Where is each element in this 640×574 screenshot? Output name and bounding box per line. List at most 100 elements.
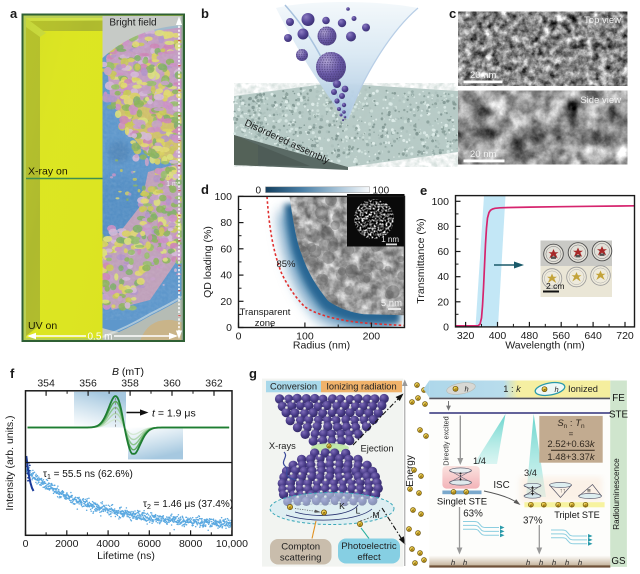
svg-text:g: g xyxy=(249,366,257,381)
svg-text:60: 60 xyxy=(220,243,232,255)
svg-text:e: e xyxy=(584,503,586,507)
svg-text:h: h xyxy=(578,558,582,567)
svg-text:100: 100 xyxy=(373,186,390,197)
svg-text:Conversion: Conversion xyxy=(270,381,317,391)
svg-text:0: 0 xyxy=(236,331,242,343)
svg-text:=: = xyxy=(569,430,574,439)
svg-text:e: e xyxy=(571,503,573,507)
svg-text:1 nm: 1 nm xyxy=(381,235,399,244)
svg-text:560: 560 xyxy=(552,330,570,342)
svg-text:e: e xyxy=(418,492,420,496)
svg-text:e: e xyxy=(454,387,456,391)
svg-text:e: e xyxy=(465,491,467,495)
svg-text:e: e xyxy=(409,488,411,492)
svg-text:L: L xyxy=(356,506,361,516)
svg-text:e: e xyxy=(557,503,559,507)
svg-text:h: h xyxy=(555,385,559,394)
svg-text:↑↑: ↑↑ xyxy=(560,489,566,495)
svg-text:FE: FE xyxy=(612,393,625,404)
svg-text:STE: STE xyxy=(609,410,629,421)
svg-text:e: e xyxy=(452,491,454,495)
svg-text:≡: ≡ xyxy=(587,488,591,495)
svg-text:2.52+0.63k: 2.52+0.63k xyxy=(547,439,596,450)
svg-text:100: 100 xyxy=(431,196,449,208)
svg-text:0.5 m: 0.5 m xyxy=(87,332,112,343)
svg-text:e: e xyxy=(414,562,416,566)
svg-text:40: 40 xyxy=(220,270,232,282)
svg-text:4000: 4000 xyxy=(96,538,120,550)
svg-text:e: e xyxy=(289,506,291,510)
svg-text:e: e xyxy=(323,511,325,515)
svg-text:20: 20 xyxy=(437,296,449,308)
svg-text:320: 320 xyxy=(457,330,475,342)
svg-text:Directly excited: Directly excited xyxy=(442,416,451,465)
svg-text:8000: 8000 xyxy=(179,538,203,550)
svg-text:e: e xyxy=(420,475,422,479)
svg-text:e: e xyxy=(420,183,427,198)
svg-text:100: 100 xyxy=(214,191,232,203)
svg-text:6000: 6000 xyxy=(138,538,162,550)
svg-text:e: e xyxy=(424,403,426,407)
svg-text:10,000: 10,000 xyxy=(216,538,248,550)
svg-text:80: 80 xyxy=(220,217,232,229)
svg-text:3/4: 3/4 xyxy=(524,468,537,478)
svg-text:e: e xyxy=(417,397,419,401)
svg-text:h: h xyxy=(451,558,455,567)
svg-text:e: e xyxy=(419,552,421,556)
svg-text:e: e xyxy=(423,389,425,393)
svg-text:ISC: ISC xyxy=(493,480,509,491)
svg-text:e: e xyxy=(419,429,421,433)
svg-text:Top view: Top view xyxy=(584,15,621,26)
svg-text:1 : k: 1 : k xyxy=(503,384,522,394)
svg-text:e: e xyxy=(423,559,425,563)
svg-text:0: 0 xyxy=(23,538,29,550)
svg-text:K: K xyxy=(339,501,345,511)
svg-text:Triplet STE: Triplet STE xyxy=(554,510,600,520)
svg-text:UV on: UV on xyxy=(28,320,57,332)
svg-text:480: 480 xyxy=(521,330,539,342)
svg-text:Ionizing radiation: Ionizing radiation xyxy=(326,381,396,391)
svg-text:1.48+3.37k: 1.48+3.37k xyxy=(547,452,596,463)
svg-text:356: 356 xyxy=(79,377,97,389)
svg-text:Wavelength (nm): Wavelength (nm) xyxy=(505,340,585,352)
svg-text:20 nm: 20 nm xyxy=(470,70,496,81)
svg-text:720: 720 xyxy=(616,330,634,342)
svg-text:Transmittance (%): Transmittance (%) xyxy=(415,218,427,303)
svg-text:e: e xyxy=(412,509,414,513)
svg-text:2000: 2000 xyxy=(55,538,79,550)
svg-text:Bright field: Bright field xyxy=(109,18,156,29)
svg-text:c: c xyxy=(449,6,456,21)
svg-text:20 nm: 20 nm xyxy=(470,149,496,160)
svg-text:2 cm: 2 cm xyxy=(546,281,564,291)
svg-text:37%: 37% xyxy=(523,516,543,527)
svg-text:1/4: 1/4 xyxy=(473,456,486,466)
svg-text:1 m: 1 m xyxy=(166,181,178,188)
svg-text:QD loading (%): QD loading (%) xyxy=(202,226,214,298)
svg-text:X-rays: X-rays xyxy=(269,441,296,451)
svg-text:e: e xyxy=(413,469,415,473)
svg-text:Singlet STE: Singlet STE xyxy=(437,497,487,508)
svg-text:85%: 85% xyxy=(276,259,296,270)
svg-text:200: 200 xyxy=(363,331,381,343)
svg-text:GS: GS xyxy=(611,556,626,567)
svg-text:360: 360 xyxy=(163,377,181,389)
svg-text:h: h xyxy=(465,385,469,394)
svg-text:X-ray on: X-ray on xyxy=(28,166,68,178)
svg-text:t = 1.9 μs: t = 1.9 μs xyxy=(152,408,196,420)
svg-text:a: a xyxy=(10,6,18,21)
svg-text:63%: 63% xyxy=(463,509,483,520)
svg-text:Ejection: Ejection xyxy=(361,444,394,454)
svg-text:Lifetime (ns): Lifetime (ns) xyxy=(97,550,155,562)
svg-text:e: e xyxy=(543,503,545,507)
svg-text:e: e xyxy=(530,503,532,507)
svg-text:h: h xyxy=(539,558,543,567)
svg-text:h: h xyxy=(552,558,556,567)
svg-text:60: 60 xyxy=(437,246,449,258)
svg-text:h: h xyxy=(463,558,467,567)
svg-text:Transparent: Transparent xyxy=(240,307,291,318)
svg-text:640: 640 xyxy=(584,330,602,342)
svg-text:40: 40 xyxy=(437,271,449,283)
svg-text:zone: zone xyxy=(255,318,276,329)
svg-text:Radioluminescence: Radioluminescence xyxy=(612,458,621,530)
svg-text:20: 20 xyxy=(220,296,232,308)
